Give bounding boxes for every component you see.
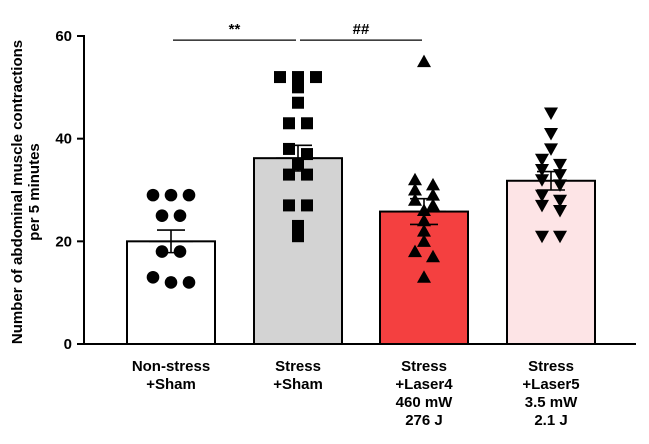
data-point-square [292,71,304,84]
x-category-label: +Laser5 [522,376,579,393]
data-point-triangle-up [417,203,431,217]
data-point-square [283,142,295,155]
data-point-triangle-down [553,205,567,218]
x-category-label: 2.1 J [534,412,567,429]
x-category-label: Stress [275,358,321,375]
x-category-label: +Sham [146,376,196,393]
data-point-square [292,96,304,109]
data-point-square [283,117,295,130]
y-tick-label: 40 [55,131,72,148]
y-tick-label: 20 [55,233,72,250]
data-point-circle [164,188,178,202]
data-point-triangle-down [535,189,549,203]
data-point-triangle-up [417,54,431,68]
data-point-square [301,168,313,181]
significance-label: ** [229,21,241,38]
data-point-triangle-up [426,249,440,263]
x-category-label: 3.5 mW [525,394,578,411]
data-point-circle [173,245,187,258]
x-category-label: +Laser4 [395,376,453,393]
data-point-triangle-down [553,169,567,182]
data-point-triangle-down [553,179,567,192]
data-point-triangle-down [535,163,549,177]
significance-layer: ** ## [173,21,422,41]
y-axis-label: Number of abdominal muscle contractionsp… [9,40,43,344]
bar [506,179,596,345]
data-point-triangle-up [408,183,422,196]
data-point-triangle-down [535,199,549,213]
y-axis-label-line: Number of abdominal muscle contractions [9,40,26,344]
significance-label: ## [353,21,370,38]
data-point-triangle-down [535,153,549,167]
data-point-circle [182,276,196,289]
data-point-circle [164,276,178,289]
data-point-square [301,117,313,130]
x-category-label: 276 J [405,412,443,429]
data-point-triangle-down [553,230,567,244]
data-point-triangle-down [544,107,558,120]
x-category-label: 460 mW [396,394,454,411]
bars-layer [126,157,596,345]
data-point-triangle-down [535,174,549,187]
x-category-label: +Sham [273,376,323,393]
y-tick-label: 60 [55,28,72,45]
data-point-triangle-up [408,172,422,186]
data-point-square [283,199,295,212]
data-point-circle [155,245,169,258]
data-point-triangle-up [417,270,431,283]
data-point-triangle-up [417,213,431,227]
data-point-triangle-down [553,158,567,172]
data-point-square [310,71,322,84]
data-point-triangle-down [535,230,549,244]
data-point-triangle-up [426,198,440,211]
data-point-triangle-up [426,177,440,191]
data-point-triangle-up [426,188,440,201]
data-point-square [301,199,313,212]
points-layer [146,54,567,289]
y-axis-label-line: per 5 minutes [26,143,43,241]
x-category-labels: Non-stress+ShamStress+ShamStress+Laser44… [132,358,580,429]
bar [126,240,216,345]
data-point-circle [155,209,169,222]
data-point-circle [182,188,196,202]
x-category-label: Non-stress [132,358,210,375]
data-point-triangle-up [408,193,422,206]
data-point-circle [146,270,160,284]
data-point-triangle-up [408,244,422,258]
data-point-square [292,230,304,243]
bar [253,157,343,345]
data-point-triangle-up [417,234,431,247]
x-category-label: Stress [528,358,574,375]
data-point-triangle-down [544,128,558,141]
y-ticks-layer: 0 20 40 60 [55,28,84,353]
data-point-square [292,219,304,232]
data-point-triangle-down [553,194,567,208]
data-point-square [283,168,295,181]
data-point-triangle-down [544,143,558,156]
data-point-circle [146,188,160,202]
data-point-square [292,81,304,94]
data-point-circle [173,209,187,222]
data-point-square [292,158,304,171]
y-tick-label: 0 [64,336,72,353]
x-category-label: Stress [401,358,447,375]
data-point-square [274,71,286,84]
data-point-triangle-up [417,224,431,237]
axes-layer [83,35,636,345]
data-point-square [301,148,313,161]
